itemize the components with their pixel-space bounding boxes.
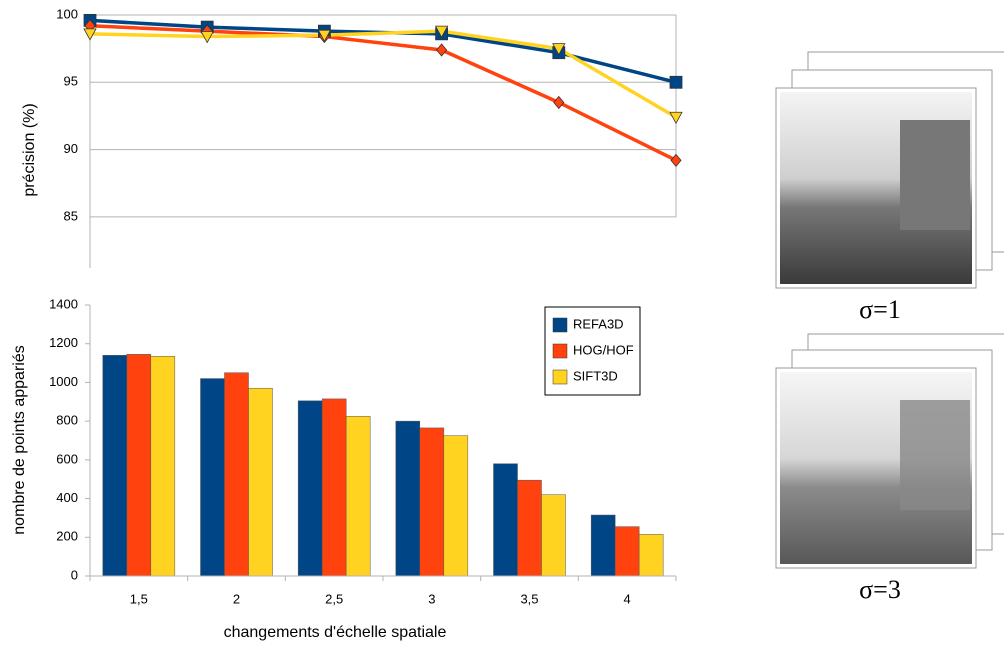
- y-tick-label: 95: [64, 74, 78, 89]
- marker: [434, 25, 449, 38]
- marker: [436, 43, 448, 57]
- bar: [345, 416, 371, 577]
- x-tick-label: 3: [428, 591, 435, 606]
- y-tick-label: 0: [71, 567, 78, 582]
- marker: [552, 43, 566, 56]
- bar: [541, 494, 566, 577]
- y-tick-label: 600: [56, 451, 78, 466]
- bar: [224, 372, 249, 577]
- y-tick-label: 100: [56, 6, 78, 21]
- marker: [317, 29, 332, 43]
- series-line: [89, 24, 677, 162]
- bar: [321, 398, 347, 577]
- bar: [443, 435, 469, 577]
- bar: [590, 514, 616, 577]
- marker: [669, 75, 683, 89]
- bar: [248, 387, 273, 577]
- bar: [102, 355, 128, 577]
- bar: [517, 479, 542, 577]
- legend-label: SIFT3D: [573, 368, 618, 383]
- y-tick-label: 400: [56, 490, 78, 505]
- marker: [670, 153, 682, 167]
- bar: [493, 463, 518, 577]
- bar: [200, 378, 225, 577]
- marker: [553, 95, 565, 110]
- y-tick-label: 800: [56, 413, 78, 428]
- x-tick-label: 2,5: [325, 591, 343, 606]
- legend-label: HOG/HOF: [573, 342, 634, 357]
- bar: [419, 427, 445, 577]
- bar: [150, 356, 176, 577]
- y-tick-label: 90: [64, 141, 78, 156]
- x-tick-label: 4: [624, 591, 631, 606]
- panel-label: σ=1: [859, 295, 901, 324]
- bar: [126, 354, 152, 577]
- y-axis-label: précision (%): [21, 103, 38, 196]
- x-axis-label: changements d'échelle spatiale: [224, 624, 447, 641]
- series-line: [89, 29, 677, 119]
- image-stacks: [775, 51, 1004, 569]
- legend-label: REFA3D: [573, 316, 624, 331]
- x-tick-label: 2: [233, 591, 240, 606]
- bar: [297, 400, 323, 577]
- marker: [200, 31, 214, 44]
- bar: [638, 534, 664, 577]
- legend-swatch: [552, 369, 568, 385]
- marker: [83, 28, 97, 41]
- x-tick-label: 1,5: [130, 591, 148, 606]
- bar: [614, 526, 640, 577]
- legend-swatch: [552, 317, 568, 333]
- y-tick-label: 1200: [49, 335, 78, 350]
- y-tick-label: 85: [64, 208, 78, 223]
- y-tick-label: 200: [56, 529, 78, 544]
- panel-label: σ=3: [859, 575, 901, 604]
- bar: [395, 420, 421, 577]
- marker: [669, 111, 683, 125]
- y-tick-label: 1400: [49, 296, 78, 311]
- y-tick-label: 1000: [49, 374, 78, 389]
- legend-swatch: [552, 343, 568, 359]
- y-axis-label: nombre de points appariés: [11, 345, 28, 534]
- x-tick-label: 3,5: [520, 591, 538, 606]
